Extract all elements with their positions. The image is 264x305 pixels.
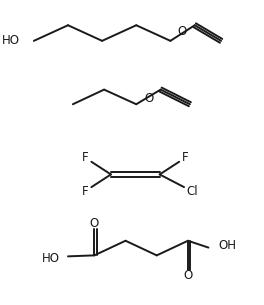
Text: HO: HO (2, 34, 20, 47)
Text: F: F (82, 151, 89, 164)
Text: F: F (82, 185, 89, 198)
Text: O: O (144, 92, 154, 105)
Text: HO: HO (42, 252, 60, 265)
Text: O: O (90, 217, 99, 230)
Text: OH: OH (218, 239, 236, 252)
Text: F: F (182, 151, 188, 164)
Text: O: O (177, 25, 187, 38)
Text: O: O (183, 269, 192, 282)
Text: Cl: Cl (186, 185, 198, 198)
